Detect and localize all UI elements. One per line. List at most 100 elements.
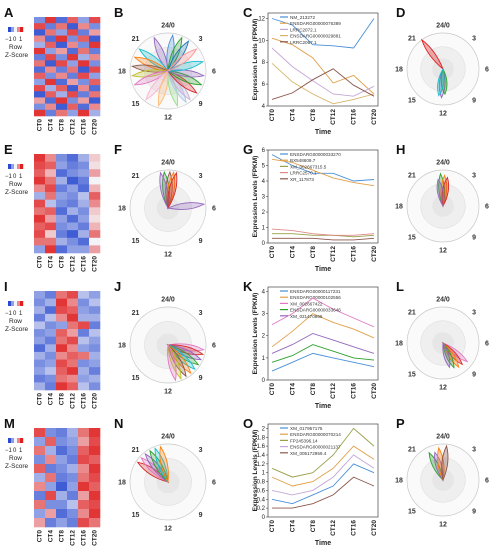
heatmap-x-tick: CT8 — [59, 393, 66, 406]
heatmap-cell — [78, 482, 90, 492]
heatmap-cell — [78, 382, 90, 391]
x-tick-label: CT8 — [310, 383, 317, 396]
heatmap-cell — [67, 54, 79, 61]
heatmap-cell — [78, 237, 90, 246]
clock-hour-label: 12 — [164, 526, 172, 533]
heatmap-cell — [34, 176, 46, 185]
heatmap-cell — [34, 85, 46, 92]
x-tick-label: CT12 — [330, 520, 337, 536]
heatmap-cell — [45, 72, 57, 80]
heatmap-cell — [67, 29, 79, 36]
clock-hour-label: 12 — [439, 385, 447, 392]
x-tick-label: CT8 — [310, 520, 317, 533]
heatmap-cell — [34, 359, 46, 368]
phase-petal — [437, 67, 445, 97]
heatmap-cell — [56, 321, 68, 330]
heatmap-cell — [56, 359, 68, 368]
heatmap-x-tick: CT16 — [81, 119, 88, 135]
heatmap-cell — [45, 428, 57, 438]
heatmap-cell — [45, 192, 57, 200]
color-key-label: Z-Score — [5, 463, 29, 470]
clock-hour-label: 15 — [132, 101, 140, 108]
heatmap-cell — [89, 214, 101, 223]
y-tick-label: 0 — [262, 241, 266, 247]
heatmap-cell — [34, 230, 46, 239]
color-key-swatch — [8, 301, 12, 306]
clock-hour-label: 21 — [132, 173, 140, 180]
heatmap-x-tick: CT20 — [92, 530, 99, 546]
legend-label: BX548609.7 — [290, 158, 316, 163]
heatmap-cell — [67, 85, 79, 92]
x-tick-label: CT0 — [269, 383, 276, 396]
heatmap-cell — [34, 509, 46, 519]
legend-label: XR_117873 — [290, 177, 314, 182]
clock-hour-label: 3 — [472, 172, 476, 179]
x-tick-label: CT4 — [289, 246, 296, 259]
clock-hour-label: 21 — [132, 36, 140, 43]
heatmap-x-tick: CT20 — [92, 256, 99, 272]
heatmap-cell — [89, 35, 101, 43]
heatmap-cell — [78, 313, 90, 322]
heatmap-cell — [78, 428, 90, 438]
heatmap-cell — [78, 192, 90, 200]
legend-label: XM_005172959.4 — [290, 451, 327, 456]
heatmap-cell — [34, 473, 46, 483]
heatmap-cell — [78, 97, 90, 104]
x-tick-label: CT12 — [330, 246, 337, 262]
legend-label: ENSDARG00000102556 — [290, 295, 341, 300]
clock-hour-label: 3 — [199, 447, 203, 454]
legend-label: ENSDARG00000033270 — [290, 152, 341, 157]
heatmap-cell — [89, 455, 101, 465]
heatmap-cell — [67, 509, 79, 519]
heatmap-cell — [78, 91, 90, 98]
heatmap-cell — [34, 313, 46, 322]
heatmap-cell — [89, 313, 101, 322]
heatmap-cell — [56, 78, 68, 86]
heatmap-cell — [56, 97, 68, 104]
phase-petal — [167, 40, 190, 73]
heatmap-cell — [34, 291, 46, 299]
heatmap-cell — [45, 344, 57, 353]
heatmap-cell — [34, 72, 46, 80]
plot-frame — [267, 423, 379, 518]
heatmap-cell — [78, 222, 90, 231]
phase-clock: 24/0 3 6 9 12 15 18 21 — [118, 434, 216, 533]
heatmap-cell — [56, 464, 68, 474]
color-key-tick: 1 — [19, 448, 23, 454]
series-line — [271, 427, 375, 478]
clock-hour-label: 18 — [395, 341, 403, 348]
clock-hour-label: 15 — [132, 512, 140, 519]
heatmap-cell — [45, 291, 57, 299]
heatmap-cell — [34, 321, 46, 330]
legend-label: LRRC2067.1 — [290, 40, 317, 45]
clock-hour-label: 9 — [199, 238, 203, 245]
y-tick-label: 3 — [262, 312, 266, 318]
clock-hour-label: 12 — [439, 522, 447, 529]
clock-hour-label: 21 — [132, 447, 140, 454]
panel-letter: I — [4, 279, 8, 294]
heatmap-cell — [56, 374, 68, 383]
clock-hour-label: 24/0 — [436, 160, 450, 167]
y-tick-label: 0 — [262, 515, 266, 521]
phase-petal — [153, 36, 169, 73]
series-line — [271, 297, 375, 328]
heatmap-cell — [78, 54, 90, 61]
heatmap-cell — [34, 214, 46, 223]
heatmap-cell — [45, 464, 57, 474]
color-key-swatch — [17, 164, 21, 169]
heatmap-cell — [56, 437, 68, 447]
heatmap-cell — [89, 222, 101, 231]
heatmap-cell — [45, 60, 57, 67]
heatmap-cell — [56, 176, 68, 185]
clock-hour-label: 24/0 — [161, 160, 175, 167]
panel-letter: C — [243, 5, 253, 20]
heatmap-cell — [56, 446, 68, 456]
x-tick-label: CT0 — [269, 246, 276, 259]
heatmap-cell — [45, 66, 57, 73]
heatmap — [34, 291, 101, 391]
heatmap-cell — [67, 500, 79, 510]
